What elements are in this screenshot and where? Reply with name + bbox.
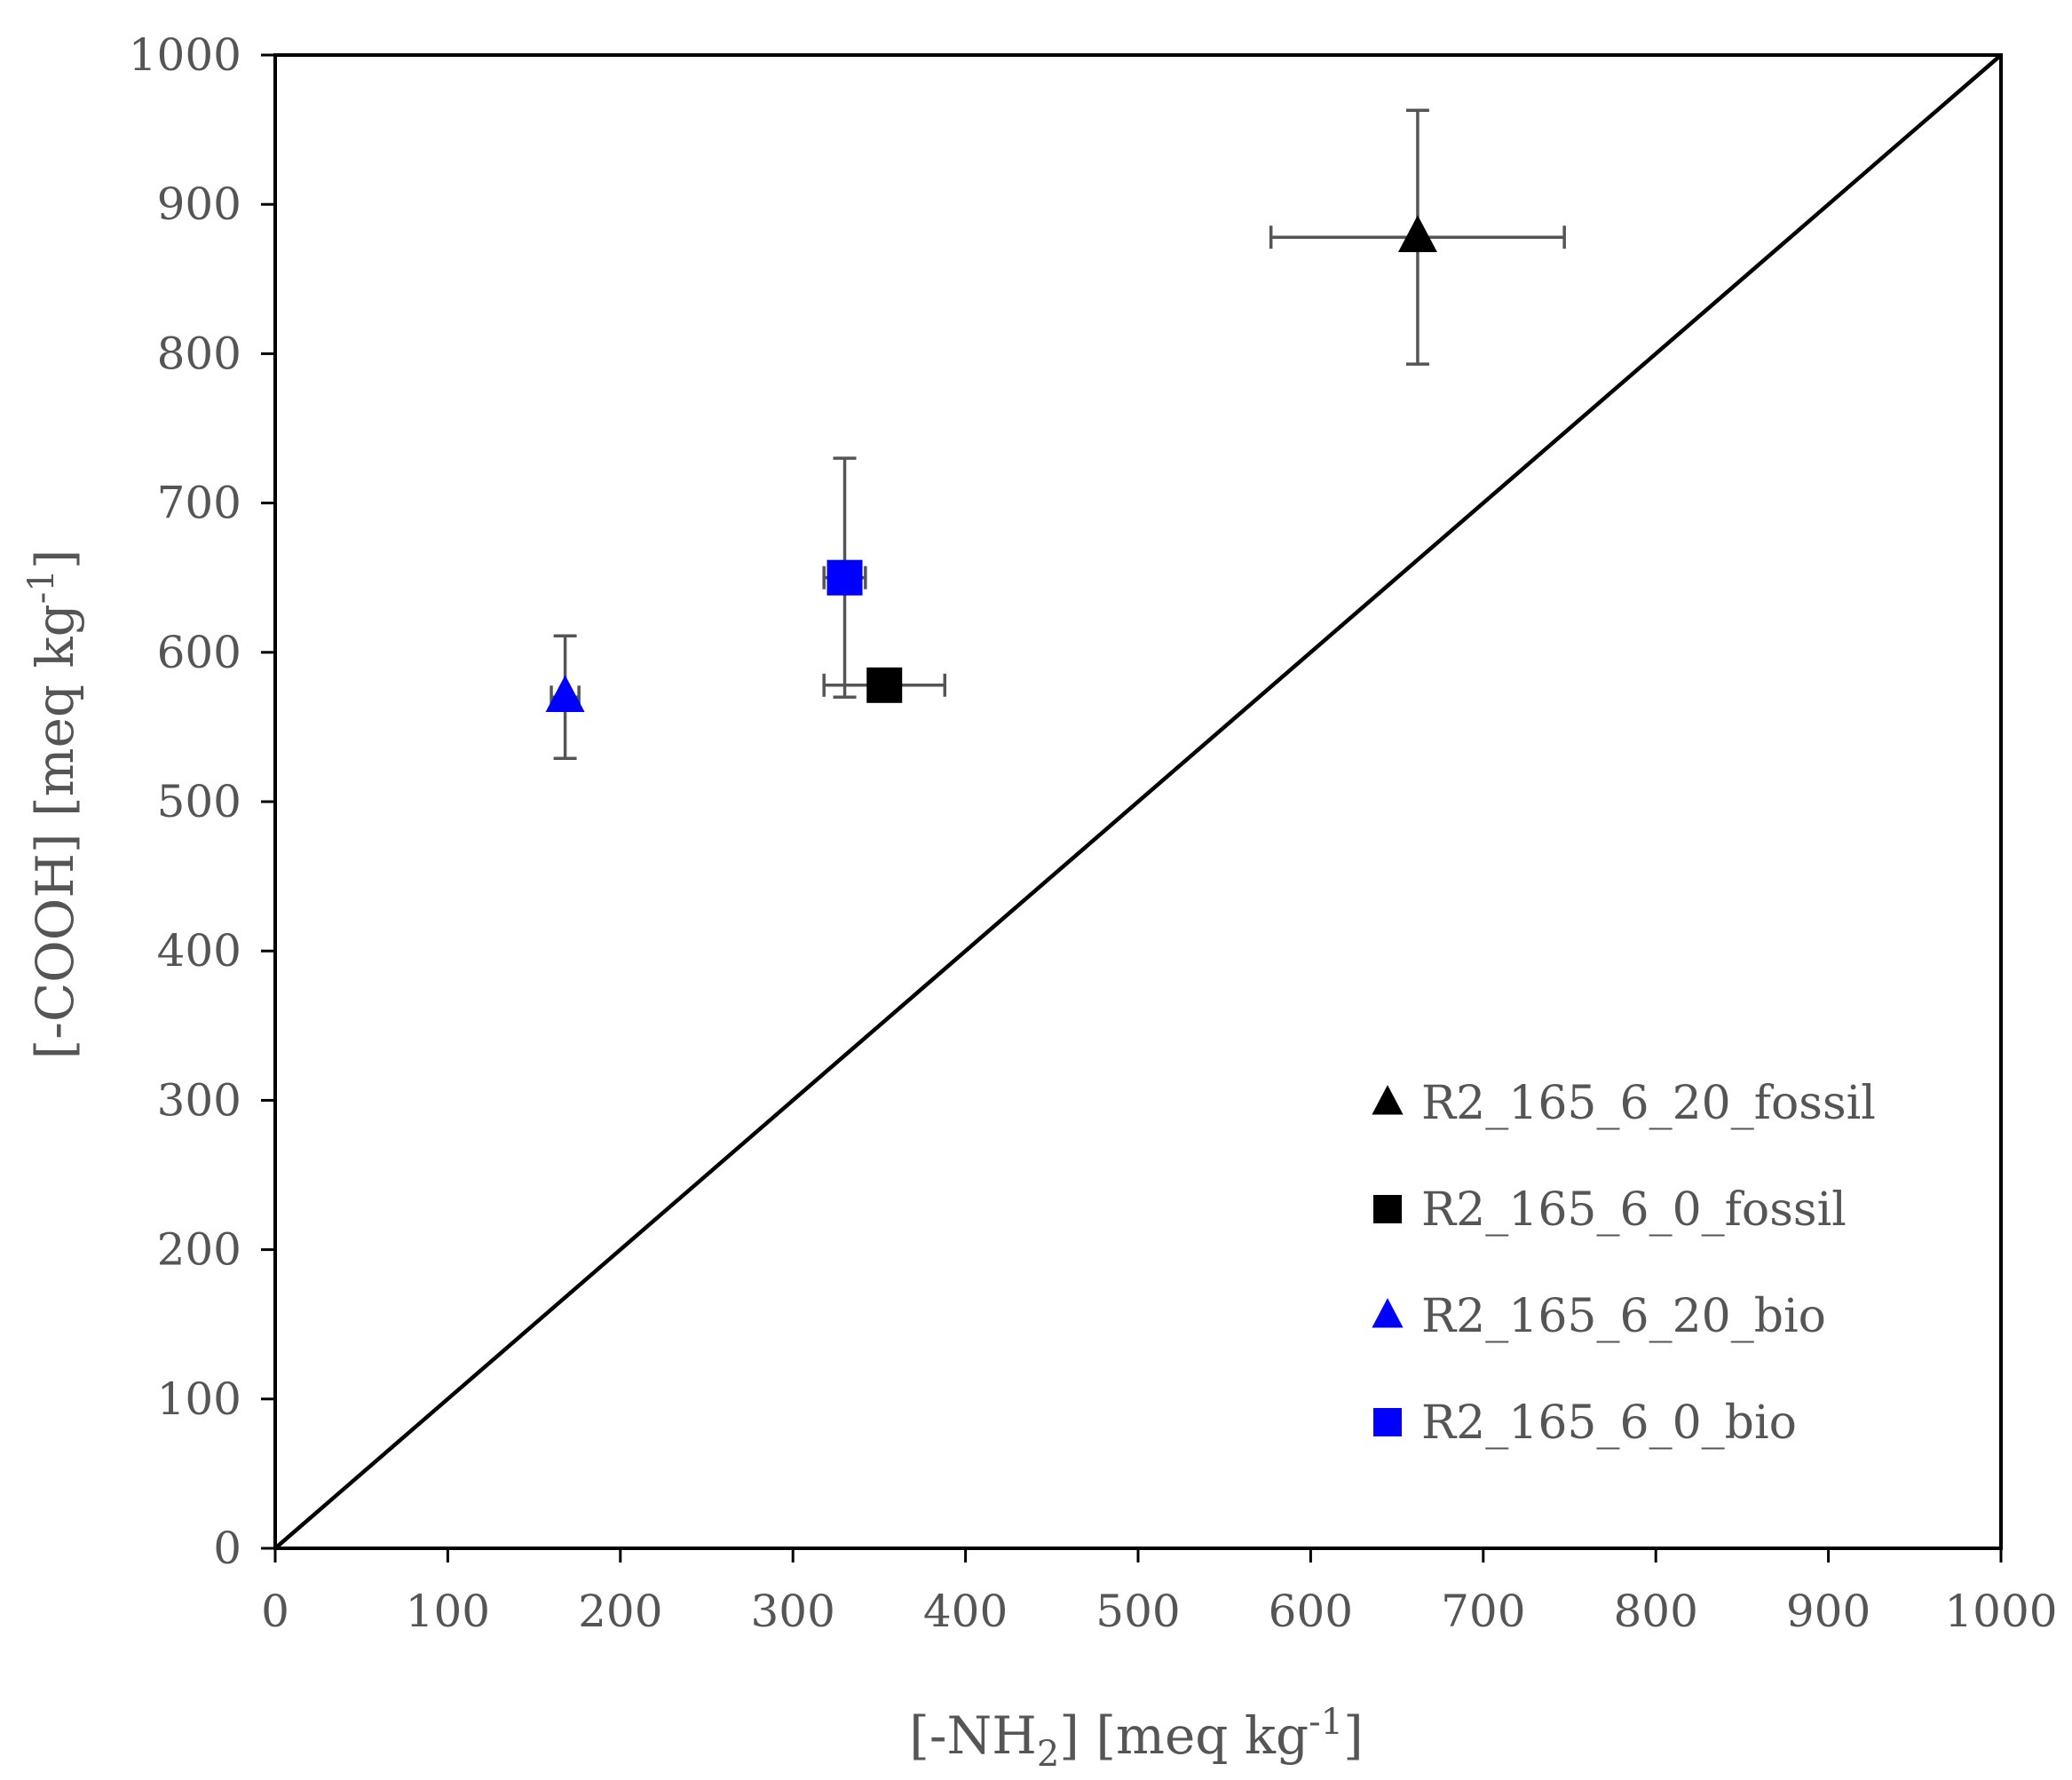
x-tick-label: 0 [261,1586,289,1637]
y-tick-label: 0 [213,1523,241,1574]
y-tick-label: 600 [157,627,241,678]
x-tick-label: 200 [578,1586,662,1637]
legend-marker [1372,1085,1404,1115]
y-tick-label: 700 [157,478,241,529]
x-tick-label: 100 [406,1586,490,1637]
x-tick-label: 400 [923,1586,1008,1637]
y-tick-label: 900 [157,178,241,230]
legend-item-r2-165-6-0-fossil: R2_165_6_0_fossil [1373,1183,1847,1237]
data-point-r2-165-6-0-bio [826,559,863,596]
x-tick-label: 1000 [1944,1586,2057,1637]
x-tick-label: 700 [1441,1586,1525,1637]
y-tick-label: 100 [157,1373,241,1425]
legend-item-r2-165-6-20-fossil: R2_165_6_20_fossil [1372,1077,1876,1130]
y-tick-label: 500 [157,776,241,827]
legend-label: R2_165_6_0_fossil [1421,1183,1847,1237]
x-tick-label: 800 [1613,1586,1697,1637]
x-tick-label: 500 [1095,1586,1180,1637]
legend-marker [1373,1408,1402,1436]
x-tick-label: 600 [1269,1586,1353,1637]
y-axis-title: [-COOH] [meq kg-1] [21,550,85,1060]
y-tick-label: 200 [157,1224,241,1276]
x-tick-label: 300 [750,1586,834,1637]
y-tick-label: 300 [157,1074,241,1126]
legend-label: R2_165_6_0_bio [1421,1396,1797,1450]
legend-label: R2_165_6_20_bio [1421,1290,1826,1343]
x-axis-title: [-NH2] [meq kg-1] [909,1702,1363,1775]
legend-marker [1373,1195,1402,1223]
legend-marker [1372,1298,1404,1328]
data-point-r2-165-6-20-fossil [1397,215,1437,253]
y-tick-label: 400 [157,925,241,977]
y-tick-label: 1000 [129,29,241,81]
x-tick-label: 900 [1786,1586,1870,1637]
data-point-r2-165-6-0-fossil [866,667,903,703]
legend-label: R2_165_6_20_fossil [1421,1077,1876,1130]
legend-item-r2-165-6-20-bio: R2_165_6_20_bio [1372,1290,1826,1343]
y-tick-label: 800 [157,328,241,379]
legend-item-r2-165-6-0-bio: R2_165_6_0_bio [1373,1396,1797,1450]
data-point-r2-165-6-20-bio [545,675,585,713]
reference-line [273,53,2003,1550]
legend: R2_165_6_20_fossil R2_165_6_0_fossil R2_16… [1372,1077,1876,1450]
